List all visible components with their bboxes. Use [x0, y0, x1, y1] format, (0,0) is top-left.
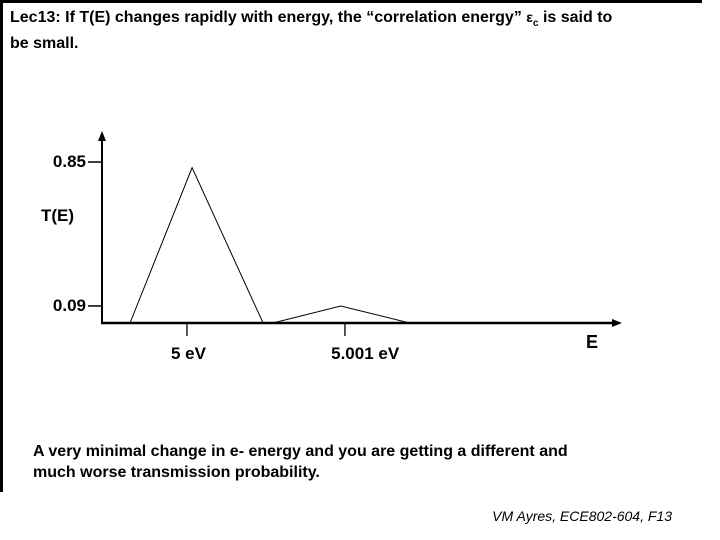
slide-title-line2: be small.: [10, 35, 79, 53]
slide-title-line1: Lec13: If T(E) changes rapidly with ener…: [10, 7, 710, 34]
series-te-curve: [129, 166, 410, 324]
slide-border-top: [0, 0, 702, 3]
slide-border-left: [0, 0, 3, 492]
footer-note: A very minimal change in e- energy and y…: [33, 441, 683, 483]
y-tick-label: 0.09: [52, 295, 86, 315]
y-axis-label: T(E): [41, 206, 75, 225]
epsilon-symbol: ε: [526, 9, 533, 25]
x-tick-label: 5.001 eV: [331, 344, 400, 363]
footer-note-line2: much worse transmission probability.: [33, 464, 320, 481]
x-axis-arrow-icon: [612, 319, 622, 327]
author-credit: VM Ayres, ECE802-604, F13: [492, 508, 672, 524]
slide-title: Lec13: If T(E) changes rapidly with ener…: [10, 7, 710, 54]
title-text-post: is said to: [538, 9, 613, 26]
footer-note-line1: A very minimal change in e- energy and y…: [33, 443, 568, 460]
x-tick-label: 5 eV: [171, 344, 206, 363]
y-tick-label: 0.85: [52, 152, 86, 171]
y-axis-arrow-icon: [98, 131, 106, 141]
x-axis-label: E: [586, 332, 599, 352]
title-text-pre: Lec13: If T(E) changes rapidly with ener…: [10, 9, 527, 26]
epsilon-subscript: c: [532, 18, 539, 30]
